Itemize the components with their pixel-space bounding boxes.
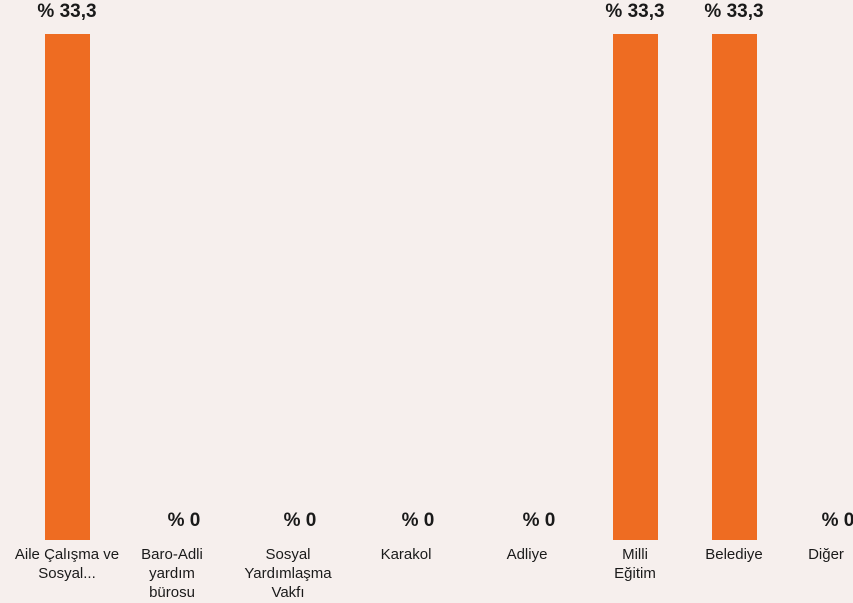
x-tick-label: Aile Çalışma ve Sosyal... (14, 546, 120, 582)
value-label: % 0 (283, 510, 317, 531)
bar (711, 34, 757, 540)
x-tick-label: Belediye (705, 546, 763, 563)
value-label: % 0 (821, 510, 853, 531)
x-tick-label: Adliye (506, 546, 548, 563)
value-label: % 33,3 (704, 1, 764, 22)
x-tick-label: Milli Eğitim (614, 546, 656, 582)
value-label: % 0 (167, 510, 201, 531)
value-label: % 33,3 (37, 1, 97, 22)
x-tick-label: Sosyal Yardımlaşma Vakfı (244, 546, 332, 601)
x-tick-label: Diğer (808, 546, 844, 563)
bar (612, 34, 658, 540)
x-tick-label: Baro-Adli yardım bürosu (141, 546, 203, 601)
value-label: % 0 (522, 510, 556, 531)
value-label: % 0 (401, 510, 435, 531)
x-tick-label: Karakol (380, 546, 432, 563)
value-label: % 33,3 (605, 1, 665, 22)
bar (44, 34, 90, 540)
